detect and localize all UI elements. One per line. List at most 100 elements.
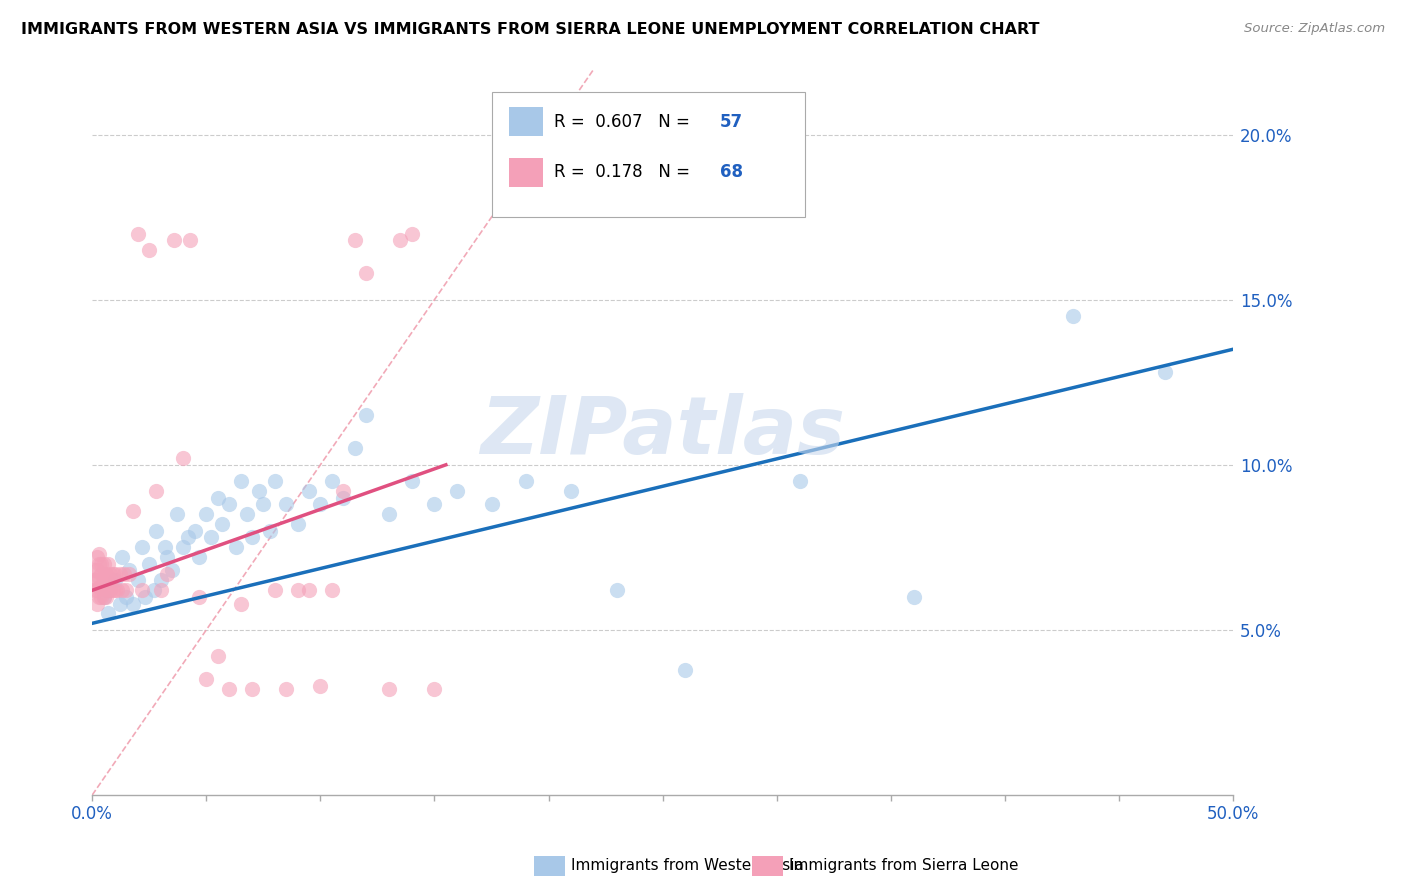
Point xyxy=(354,266,377,280)
Point xyxy=(195,673,218,687)
Point xyxy=(149,574,172,588)
Point xyxy=(287,517,309,532)
Point xyxy=(218,498,240,512)
Point xyxy=(177,531,200,545)
Point xyxy=(263,583,285,598)
Point xyxy=(122,504,145,518)
Point xyxy=(188,590,211,604)
Text: 57: 57 xyxy=(720,112,742,130)
Point xyxy=(211,517,233,532)
Point xyxy=(93,580,115,594)
Point xyxy=(83,583,105,598)
Point xyxy=(97,607,120,621)
Point xyxy=(263,475,285,489)
Point xyxy=(131,583,153,598)
Point xyxy=(122,597,145,611)
Point xyxy=(100,583,122,598)
Point xyxy=(321,583,343,598)
Point xyxy=(172,541,194,555)
Point xyxy=(606,583,628,598)
Point xyxy=(83,574,105,588)
Point xyxy=(142,583,165,598)
Point xyxy=(163,233,186,247)
Point xyxy=(115,583,138,598)
Point xyxy=(229,597,252,611)
Text: Immigrants from Western Asia: Immigrants from Western Asia xyxy=(571,858,804,872)
Point xyxy=(675,663,697,677)
Point xyxy=(90,580,112,594)
Point xyxy=(321,475,343,489)
Point xyxy=(179,233,201,247)
Point xyxy=(240,531,263,545)
Point xyxy=(101,583,124,598)
Point xyxy=(354,409,377,423)
Point xyxy=(229,475,252,489)
Point xyxy=(309,679,332,693)
Point xyxy=(97,570,120,584)
Point xyxy=(90,590,112,604)
Point xyxy=(97,557,120,571)
FancyBboxPatch shape xyxy=(492,93,806,218)
Point xyxy=(789,475,811,489)
Point xyxy=(1062,309,1084,323)
Point xyxy=(252,498,274,512)
Point xyxy=(93,590,115,604)
Point xyxy=(1153,365,1175,379)
Point xyxy=(423,682,446,697)
Point xyxy=(160,564,183,578)
Point xyxy=(104,566,127,581)
Point xyxy=(225,541,247,555)
Point xyxy=(343,233,366,247)
Point xyxy=(118,566,141,581)
Point xyxy=(145,484,167,499)
Point xyxy=(172,451,194,466)
Point xyxy=(138,243,160,257)
Point xyxy=(104,574,127,588)
Point xyxy=(86,583,108,598)
Point xyxy=(86,574,108,588)
Point xyxy=(401,227,423,241)
Text: IMMIGRANTS FROM WESTERN ASIA VS IMMIGRANTS FROM SIERRA LEONE UNEMPLOYMENT CORREL: IMMIGRANTS FROM WESTERN ASIA VS IMMIGRAN… xyxy=(21,22,1039,37)
Text: Source: ZipAtlas.com: Source: ZipAtlas.com xyxy=(1244,22,1385,36)
Point xyxy=(298,484,321,499)
Point xyxy=(87,547,110,561)
Point xyxy=(240,682,263,697)
Point xyxy=(138,557,160,571)
Point xyxy=(90,566,112,581)
Text: Immigrants from Sierra Leone: Immigrants from Sierra Leone xyxy=(789,858,1018,872)
Point xyxy=(105,583,128,598)
Point xyxy=(332,491,354,505)
Point xyxy=(87,570,110,584)
Point xyxy=(401,475,423,489)
Point xyxy=(218,682,240,697)
Point xyxy=(94,580,117,594)
Point xyxy=(112,566,135,581)
Point xyxy=(207,491,229,505)
Point xyxy=(389,233,412,247)
Point xyxy=(276,682,298,697)
Point xyxy=(200,531,222,545)
Point xyxy=(481,498,503,512)
Point xyxy=(236,508,259,522)
Point xyxy=(515,475,537,489)
Point xyxy=(207,649,229,664)
Bar xyxy=(509,107,543,136)
Point xyxy=(259,524,281,538)
Point xyxy=(100,566,122,581)
Text: R =  0.607   N =: R = 0.607 N = xyxy=(554,112,696,130)
Point xyxy=(108,566,131,581)
Point xyxy=(101,566,124,581)
Point xyxy=(309,498,332,512)
Text: ZIPatlas: ZIPatlas xyxy=(481,392,845,471)
Text: R =  0.178   N =: R = 0.178 N = xyxy=(554,163,696,181)
Point xyxy=(86,550,108,565)
Point xyxy=(111,550,134,565)
Point xyxy=(298,583,321,598)
Point xyxy=(127,227,149,241)
Point xyxy=(111,583,134,598)
Point xyxy=(145,524,167,538)
Point xyxy=(83,564,105,578)
Point xyxy=(378,682,401,697)
Point xyxy=(188,550,211,565)
Text: 68: 68 xyxy=(720,163,742,181)
